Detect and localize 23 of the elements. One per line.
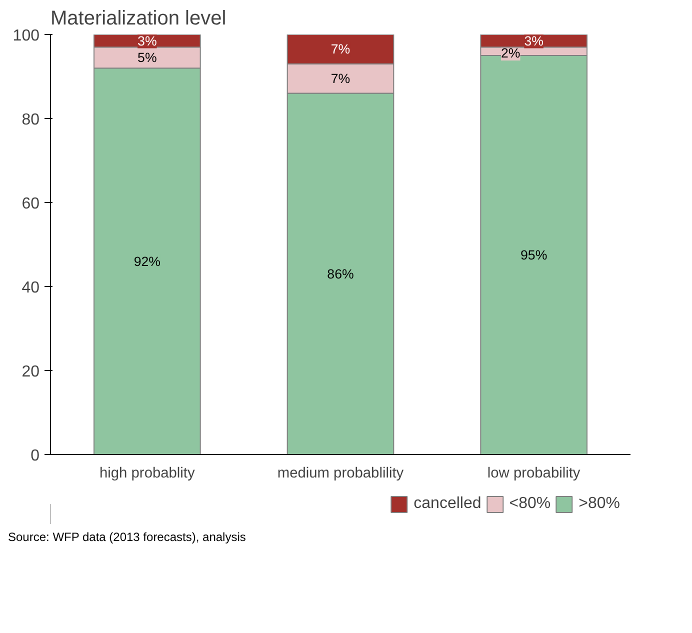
x-tick-label: low probability <box>487 466 581 482</box>
y-tick-label: 60 <box>22 196 40 212</box>
x-tick-label: medium probablility <box>277 466 404 482</box>
data-label: 92% <box>134 254 161 269</box>
x-tick-label: high probablity <box>100 466 196 482</box>
data-label: 7% <box>330 71 350 86</box>
data-label: 7% <box>330 42 350 57</box>
data-label: 3% <box>138 33 157 48</box>
y-tick-label: 100 <box>12 28 40 44</box>
y-tick-label: 40 <box>22 280 40 296</box>
legend-label: cancelled <box>414 495 482 513</box>
y-tick-label: 0 <box>30 448 40 464</box>
y-tick-label: 20 <box>22 364 40 380</box>
data-label: 95% <box>520 248 548 262</box>
data-label: 3% <box>524 33 544 48</box>
data-label: 5% <box>138 50 157 66</box>
chart-title: Materialization level <box>50 8 226 30</box>
y-tick-label: 80 <box>22 112 40 128</box>
source-note: Source: WFP data (2013 forecasts), analysis <box>8 529 246 546</box>
data-label: 2% <box>501 45 520 60</box>
legend-label: <80% <box>509 495 551 513</box>
legend-label: >80% <box>578 495 620 513</box>
data-label: 86% <box>327 266 354 282</box>
